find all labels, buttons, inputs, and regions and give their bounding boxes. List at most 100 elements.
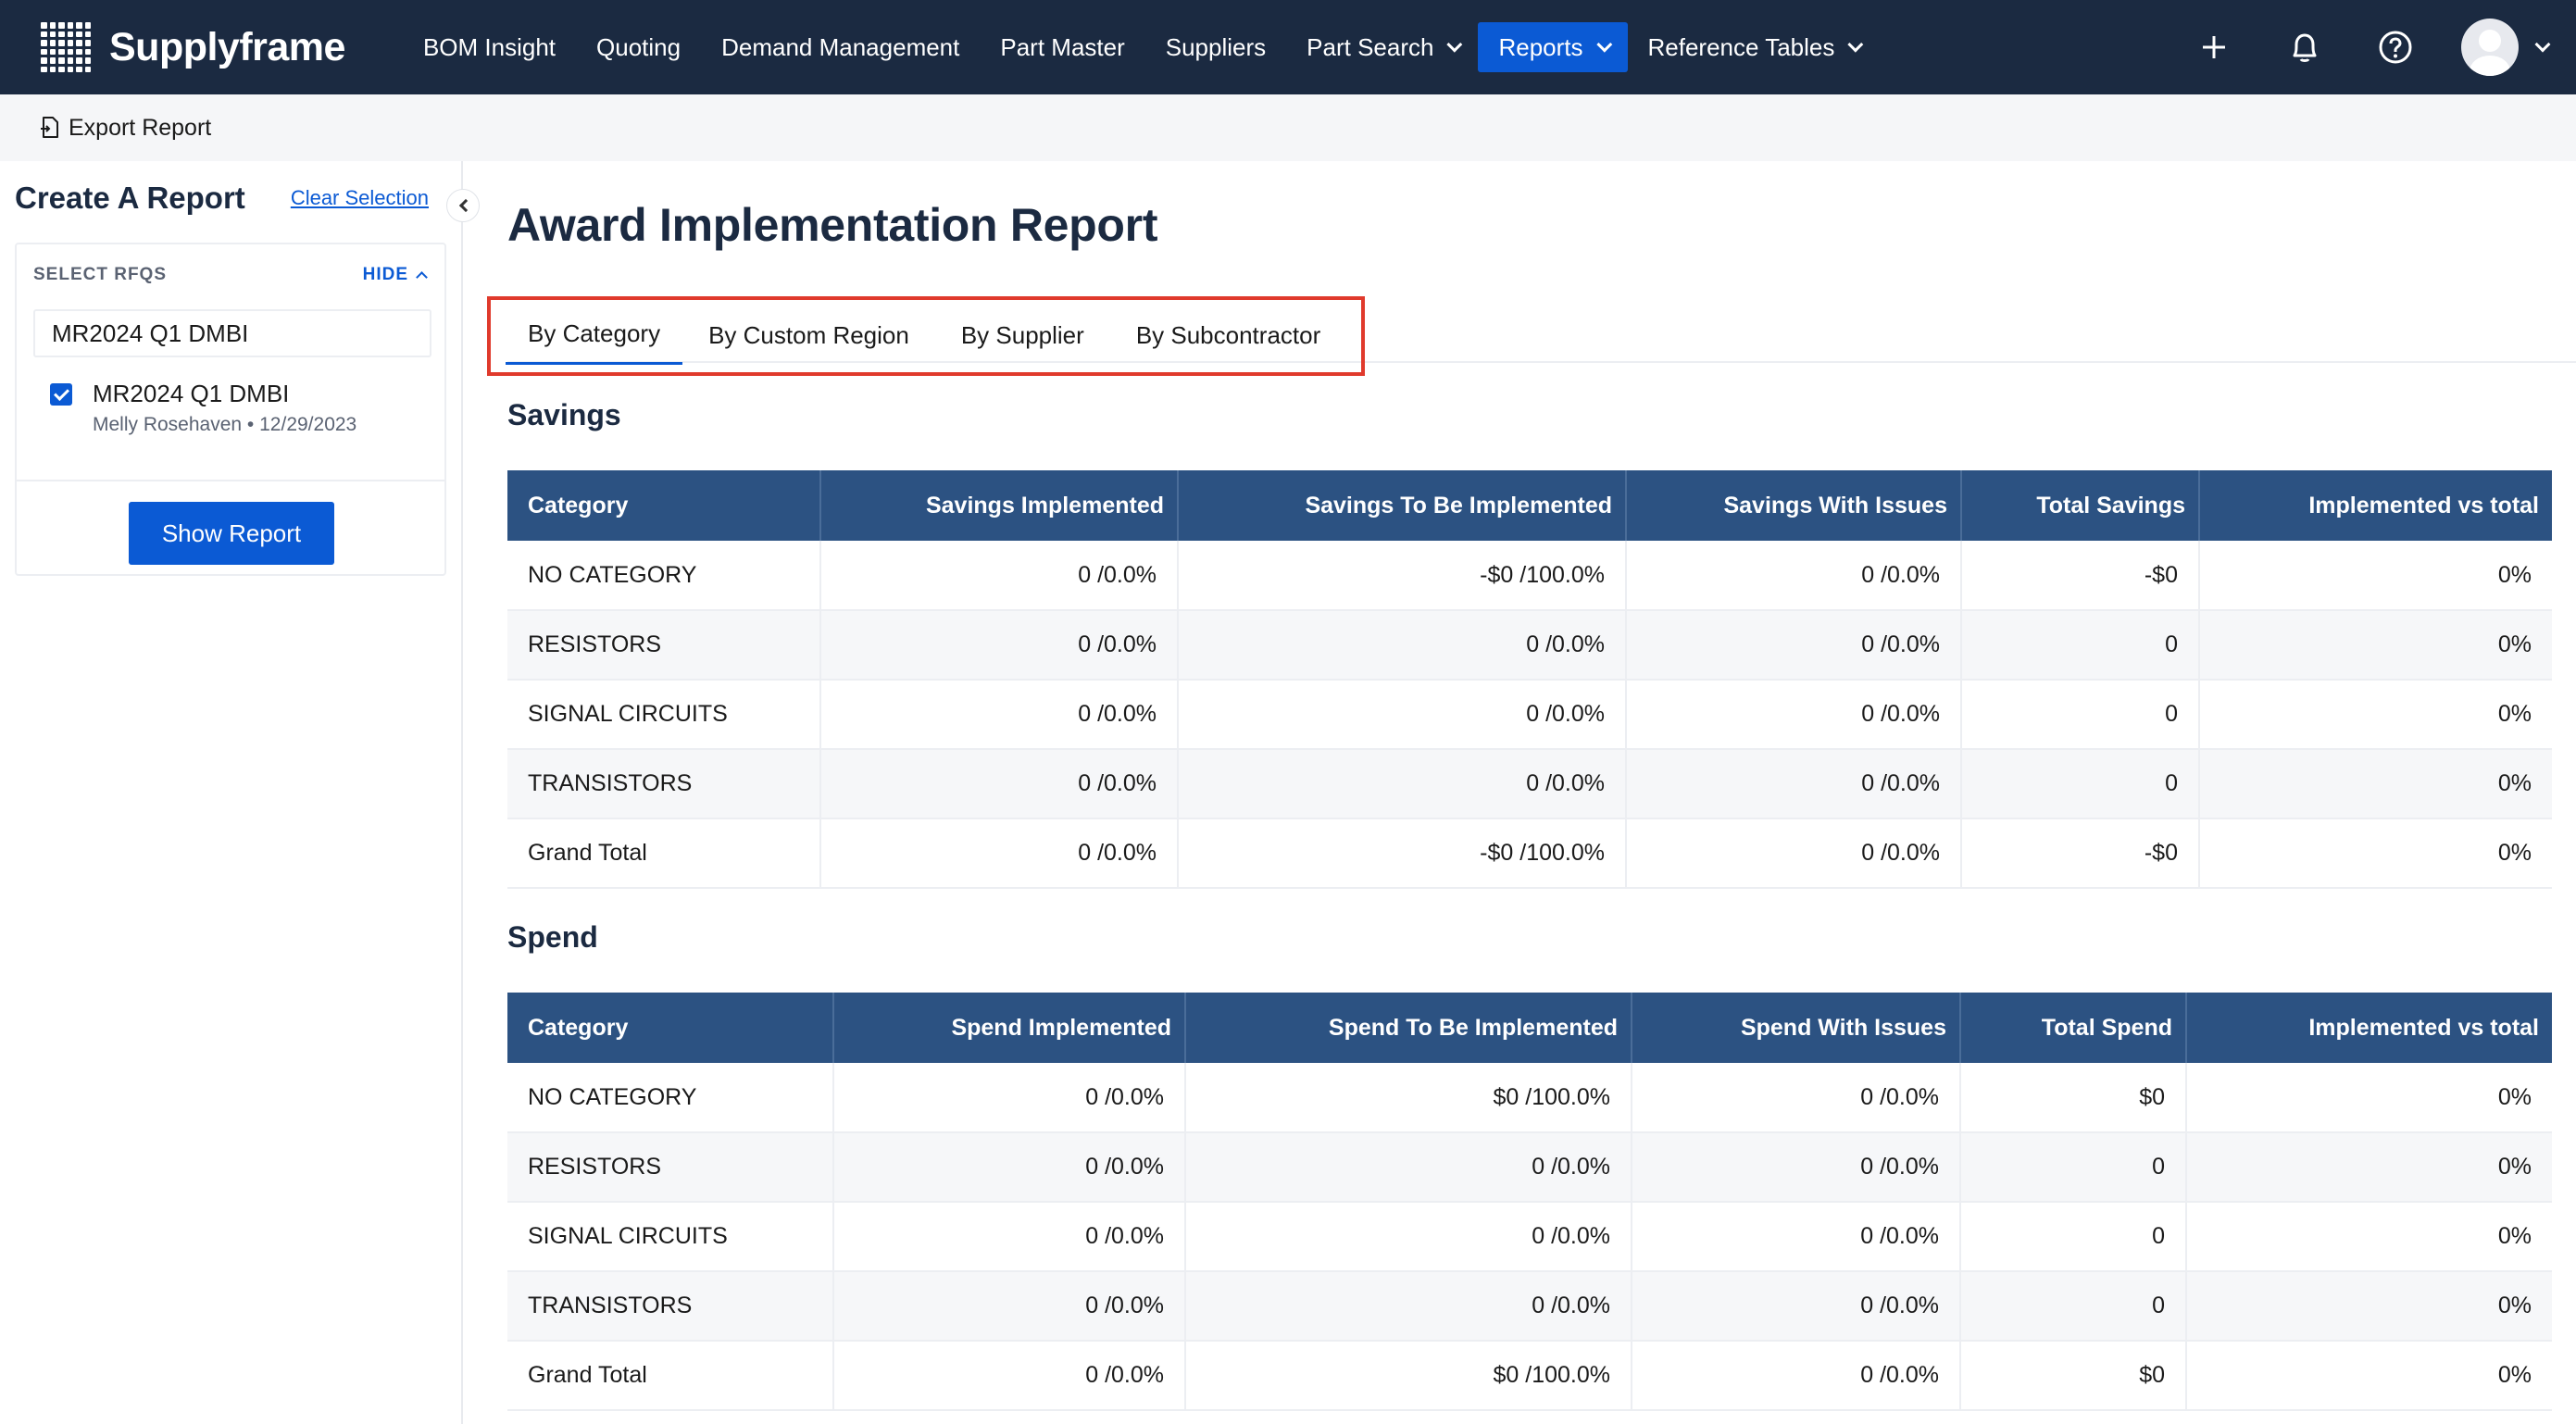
user-menu[interactable] bbox=[2461, 19, 2551, 76]
table-header-row: Category Savings Implemented Savings To … bbox=[507, 470, 2552, 541]
table-cell: 0 /0.0% bbox=[820, 610, 1179, 681]
table-cell: 0 /0.0% bbox=[1632, 1271, 1961, 1342]
chevron-down-icon bbox=[1847, 36, 1864, 53]
nav-item-part-master[interactable]: Part Master bbox=[980, 22, 1144, 72]
table-cell: 0 bbox=[1960, 1132, 2187, 1203]
table-row: TRANSISTORS 0 /0.0% 0 /0.0% 0 /0.0% 0 0% bbox=[507, 749, 2552, 819]
table-cell: 0 /0.0% bbox=[820, 749, 1179, 819]
table-cell: 0 /0.0% bbox=[1185, 1202, 1632, 1272]
table-cell: 0 /0.0% bbox=[833, 1132, 1186, 1203]
supplyframe-logo-icon bbox=[39, 20, 93, 74]
rfq-item-text: MR2024 Q1 DMBI Melly Rosehaven • 12/29/2… bbox=[93, 380, 356, 436]
table-cell: 0 /0.0% bbox=[1632, 1132, 1961, 1203]
table-cell: 0 /0.0% bbox=[1626, 818, 1962, 889]
column-header[interactable]: Spend Implemented bbox=[833, 993, 1186, 1063]
table-cell: 0% bbox=[2186, 1132, 2552, 1203]
column-header[interactable]: Savings With Issues bbox=[1626, 470, 1962, 541]
select-rfqs-header: SELECT RFQS HIDE bbox=[17, 244, 444, 306]
column-header[interactable]: Implemented vs total bbox=[2186, 993, 2552, 1063]
column-header[interactable]: Savings To Be Implemented bbox=[1178, 470, 1627, 541]
table-cell: 0 /0.0% bbox=[833, 1202, 1186, 1272]
table-row-grand-total: Grand Total 0 /0.0% -$0 /100.0% 0 /0.0% -$0 0… bbox=[507, 818, 2552, 889]
chevron-down-icon bbox=[1595, 36, 1612, 53]
nav-item-label: Part Search bbox=[1307, 32, 1434, 61]
nav-item-label: Part Master bbox=[1000, 32, 1125, 61]
table-cell: 0 /0.0% bbox=[1626, 749, 1962, 819]
rfq-checkbox[interactable] bbox=[50, 383, 72, 406]
column-header[interactable]: Spend To Be Implemented bbox=[1185, 993, 1632, 1063]
column-header[interactable]: Total Savings bbox=[1961, 470, 2200, 541]
page-title: Award Implementation Report bbox=[507, 199, 1158, 251]
table-cell: 0% bbox=[2186, 1063, 2552, 1133]
rfq-date: 12/29/2023 bbox=[259, 414, 357, 435]
table-cell: 0 bbox=[1961, 749, 2200, 819]
select-rfqs-label: SELECT RFQS bbox=[33, 265, 168, 284]
column-header[interactable]: Savings Implemented bbox=[820, 470, 1179, 541]
table-cell: 0 /0.0% bbox=[1626, 680, 1962, 750]
table-cell: Grand Total bbox=[507, 1341, 834, 1411]
nav-item-label: Quoting bbox=[596, 32, 682, 61]
tabs-highlight-box bbox=[487, 296, 1365, 376]
table-cell: 0 /0.0% bbox=[820, 818, 1179, 889]
sidebar-header: Create A Report Clear Selection bbox=[0, 161, 461, 235]
avatar bbox=[2461, 19, 2519, 76]
report-content: Award Implementation Report By Category … bbox=[463, 161, 2576, 1424]
nav-item-quoting[interactable]: Quoting bbox=[576, 22, 701, 72]
table-cell: NO CATEGORY bbox=[507, 1063, 834, 1133]
table-cell: $0 /100.0% bbox=[1185, 1341, 1632, 1411]
report-tabs: By Category By Custom Region By Supplier… bbox=[506, 306, 1346, 365]
nav-item-suppliers[interactable]: Suppliers bbox=[1145, 22, 1286, 72]
table-row: RESISTORS 0 /0.0% 0 /0.0% 0 /0.0% 0 0% bbox=[507, 610, 2552, 681]
plus-icon[interactable] bbox=[2169, 2, 2259, 93]
table-cell: RESISTORS bbox=[507, 1132, 834, 1203]
brand-logo[interactable]: Supplyframe bbox=[39, 20, 345, 74]
tab-by-custom-region[interactable]: By Custom Region bbox=[708, 320, 909, 349]
rfq-owner: Melly Rosehaven bbox=[93, 414, 243, 435]
chevron-down-icon bbox=[1446, 36, 1463, 53]
column-header[interactable]: Total Spend bbox=[1960, 993, 2187, 1063]
collapse-sidebar-button[interactable] bbox=[446, 189, 480, 222]
hide-rfqs-toggle[interactable]: HIDE bbox=[363, 265, 428, 285]
table-cell: 0% bbox=[2186, 1271, 2552, 1342]
table-cell: 0 /0.0% bbox=[1632, 1341, 1961, 1411]
nav-item-reference-tables[interactable]: Reference Tables bbox=[1628, 22, 1880, 72]
rfq-list-item[interactable]: MR2024 Q1 DMBI Melly Rosehaven • 12/29/2… bbox=[50, 380, 444, 436]
nav-item-bom-insight[interactable]: BOM Insight bbox=[403, 22, 576, 72]
export-report-button[interactable]: Export Report bbox=[39, 115, 211, 142]
brand-name: Supplyframe bbox=[109, 24, 345, 69]
table-header-row: Category Spend Implemented Spend To Be I… bbox=[507, 993, 2552, 1063]
table-cell: 0% bbox=[2199, 749, 2552, 819]
nav-item-part-search[interactable]: Part Search bbox=[1286, 22, 1478, 72]
rfq-search-input[interactable]: MR2024 Q1 DMBI bbox=[33, 309, 431, 357]
divider bbox=[17, 480, 444, 481]
table-cell: 0 /0.0% bbox=[833, 1271, 1186, 1342]
clear-selection-link[interactable]: Clear Selection bbox=[290, 186, 429, 209]
column-header[interactable]: Implemented vs total bbox=[2199, 470, 2552, 541]
table-cell: 0 /0.0% bbox=[833, 1063, 1186, 1133]
table-cell: 0 /0.0% bbox=[1632, 1202, 1961, 1272]
table-cell: 0% bbox=[2199, 680, 2552, 750]
column-header[interactable]: Category bbox=[507, 993, 834, 1063]
show-report-button[interactable]: Show Report bbox=[129, 502, 334, 565]
nav-item-label: BOM Insight bbox=[422, 32, 556, 61]
table-cell: 0 /0.0% bbox=[1626, 541, 1962, 611]
table-cell: SIGNAL CIRCUITS bbox=[507, 1202, 834, 1272]
tab-by-category[interactable]: By Category bbox=[506, 306, 683, 365]
column-header[interactable]: Spend With Issues bbox=[1632, 993, 1961, 1063]
table-cell: $0 /100.0% bbox=[1185, 1063, 1632, 1133]
spend-table: Category Spend Implemented Spend To Be I… bbox=[507, 993, 2552, 1411]
help-icon[interactable] bbox=[2350, 2, 2441, 93]
table-cell: SIGNAL CIRCUITS bbox=[507, 680, 821, 750]
table-cell: 0% bbox=[2199, 610, 2552, 681]
table-cell: NO CATEGORY bbox=[507, 541, 821, 611]
nav-item-demand-management[interactable]: Demand Management bbox=[701, 22, 980, 72]
nav-item-reports[interactable]: Reports bbox=[1478, 22, 1628, 72]
savings-section-title: Savings bbox=[507, 398, 621, 431]
tab-by-subcontractor[interactable]: By Subcontractor bbox=[1135, 320, 1321, 349]
table-cell: 0 /0.0% bbox=[1178, 610, 1627, 681]
main-nav: BOM Insight Quoting Demand Management Pa… bbox=[403, 0, 1879, 94]
column-header[interactable]: Category bbox=[507, 470, 821, 541]
tab-by-supplier[interactable]: By Supplier bbox=[960, 320, 1084, 349]
bell-icon[interactable] bbox=[2259, 2, 2350, 93]
table-cell: -$0 /100.0% bbox=[1178, 818, 1627, 889]
